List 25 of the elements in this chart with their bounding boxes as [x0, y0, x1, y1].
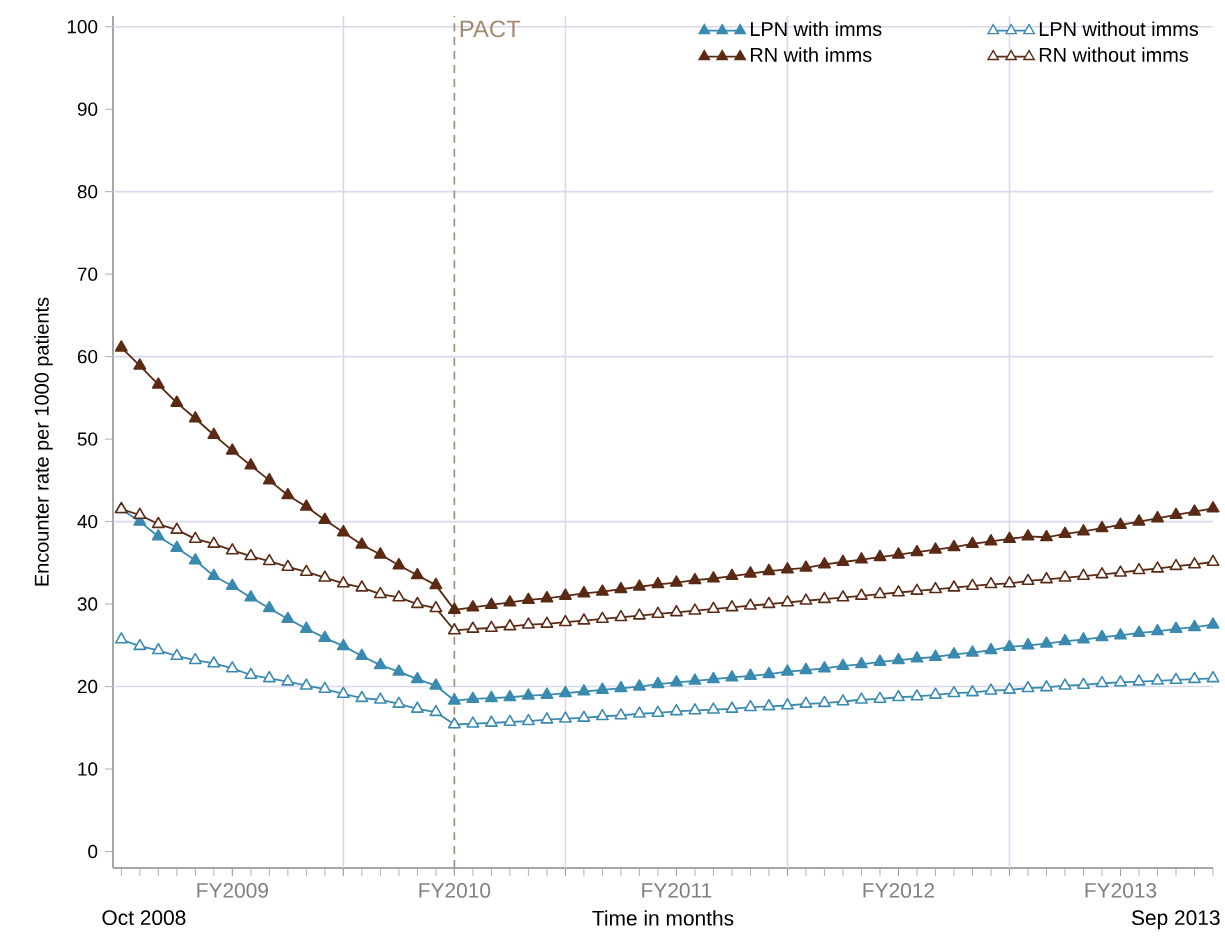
- y-tick-label: 40: [77, 514, 98, 529]
- x-tick-label: FY2010: [419, 883, 491, 898]
- legend-label: RN with imms: [750, 47, 872, 62]
- x-tick-label: FY2009: [197, 883, 268, 898]
- text: Sep 2013: [1131, 910, 1220, 930]
- y-tick-label: 80: [77, 184, 98, 199]
- y-tick-label: 20: [77, 679, 98, 694]
- x-axis-title: Time in months: [592, 910, 734, 926]
- legend-label: RN without imms: [1039, 47, 1189, 62]
- y-tick-label: 70: [77, 267, 98, 281]
- legend-label: LPN with imms: [750, 21, 882, 37]
- y-tick-label: 60: [77, 349, 98, 364]
- y-tick-label: 10: [78, 762, 98, 776]
- y-axis-title: Encounter rate per 1000 patients: [34, 297, 53, 586]
- ref-line-label: PACT: [460, 20, 521, 38]
- y-tick-label: 90: [77, 102, 98, 116]
- x-tick-label: FY2013: [1085, 883, 1157, 898]
- text: Oct 2008: [102, 910, 186, 926]
- legend-label: LPN without imms: [1039, 21, 1199, 37]
- x-tick-label: FY2012: [863, 883, 935, 898]
- y-tick-label: 0: [88, 844, 98, 859]
- y-tick-label: 50: [77, 432, 98, 446]
- y-tick-label: 30: [77, 597, 98, 611]
- y-tick-label: 100: [67, 20, 98, 34]
- x-tick-label: FY2011: [642, 883, 712, 898]
